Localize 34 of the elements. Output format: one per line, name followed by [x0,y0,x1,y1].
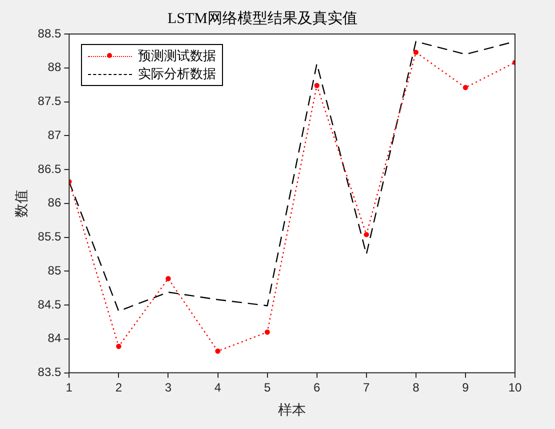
x-tick-label: 8 [412,380,420,394]
y-tick-label: 85.5 [38,230,62,244]
y-tick-label: 86.5 [38,162,62,176]
y-tick-label: 83.5 [38,365,62,380]
x-tick-label: 7 [363,380,370,394]
point [264,330,270,335]
point [215,348,220,354]
y-tick-label: 84.5 [38,297,62,312]
y-tick-label: 86 [48,196,62,210]
legend-label: 预测测试数据 [138,48,216,65]
legend-label: 实际分析数据 [138,66,216,83]
point [413,50,419,55]
x-tick-label: 3 [164,380,172,394]
x-tick-label: 5 [264,380,271,394]
point [314,82,320,88]
point [166,276,171,282]
chart-title: LSTM网络模型结果及真实值 [167,10,358,27]
x-tick-label: 6 [314,380,321,394]
y-tick-label: 88.5 [38,26,62,40]
x-tick-label: 10 [508,380,522,394]
y-tick-label: 88 [48,60,62,74]
y-tick-label: 87 [48,128,62,142]
x-axis-title: 样本 [278,402,306,418]
point [462,84,468,90]
y-tick-label: 85 [48,263,62,278]
y-axis-title: 数值 [14,189,30,218]
y-tick-label: 87.5 [38,94,62,108]
x-tick-label: 9 [462,380,470,394]
point [116,344,122,349]
x-tick-label: 2 [115,380,122,394]
y-tick-label: 84 [48,331,62,346]
point [364,232,369,238]
x-tick-label: 4 [214,380,222,394]
x-tick-label: 1 [66,380,73,394]
